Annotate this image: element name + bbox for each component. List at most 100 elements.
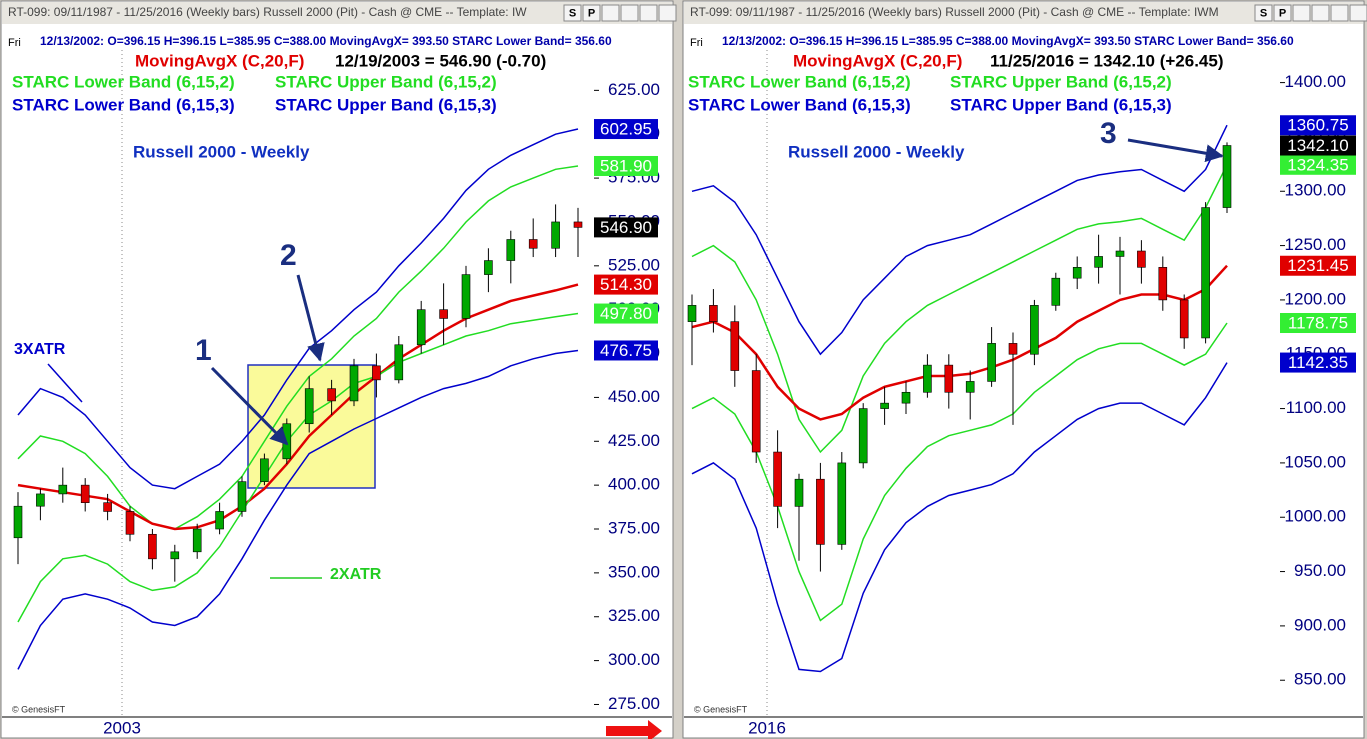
marker-label: 3	[1100, 117, 1117, 150]
y-tick-label: 625.00	[608, 80, 660, 99]
candle-body	[125, 511, 135, 535]
price-tag	[1280, 154, 1356, 175]
marker-label: 1	[195, 334, 212, 367]
y-tick-label: 525.00	[608, 255, 660, 274]
price-tag-label: 514.30	[600, 275, 652, 294]
y-tick-label: 400.00	[608, 475, 660, 494]
info-bar	[2, 25, 672, 49]
price-tag-label: 1142.35	[1288, 353, 1348, 372]
candle-body	[1115, 250, 1125, 257]
price-tag-label: 1231.45	[1287, 256, 1348, 275]
legend-entry: STARC Upper Band (6,15,3)	[950, 95, 1172, 114]
candle-body	[730, 321, 740, 371]
candle-body	[880, 402, 889, 409]
window-control[interactable]	[601, 4, 620, 22]
chart-annotation: Russell 2000 - Weekly	[133, 142, 310, 161]
candle-body	[551, 221, 560, 249]
price-tag	[1280, 352, 1356, 373]
pointer-arrow	[47, 363, 83, 403]
info-day: Fri	[8, 37, 21, 49]
legend-entry: STARC Lower Band (6,15,3)	[688, 95, 911, 114]
candle-body	[528, 239, 538, 249]
y-tick-label: 450.00	[608, 387, 660, 406]
marker-label: 2	[280, 239, 297, 272]
chart-window: RT-099: 09/11/1987 - 11/25/2016 (Weekly …	[0, 0, 677, 739]
window-button[interactable]	[1273, 4, 1292, 22]
y-tick-label: 375.00	[608, 518, 660, 537]
y-tick-label: 275.00	[608, 694, 660, 713]
candle-body	[1094, 256, 1103, 268]
legend-entry: MovingAvgX (C,20,F)	[793, 51, 962, 70]
window-button[interactable]	[1254, 4, 1273, 22]
title-bar	[684, 2, 1363, 24]
candle-body	[987, 343, 996, 382]
credit: © GenesisFT	[12, 704, 66, 714]
candle-body	[751, 370, 761, 453]
window-button[interactable]	[563, 4, 582, 22]
price-tag	[1280, 115, 1356, 136]
price-tag	[594, 119, 658, 140]
candle-body	[416, 309, 426, 346]
marker-label: 3XATR	[14, 341, 66, 358]
y-tick-label: 425.00	[608, 431, 660, 450]
y-tick-label: 850.00	[1294, 670, 1346, 689]
window-button-label: S	[569, 7, 576, 19]
window-button[interactable]	[582, 4, 601, 22]
window-control[interactable]	[1292, 4, 1311, 22]
candle-body	[1179, 299, 1189, 339]
band-line	[691, 264, 1228, 421]
candle-body	[103, 502, 112, 512]
window-button-label: P	[1279, 7, 1286, 19]
pointer-arrow	[296, 274, 325, 362]
info-line: 12/13/2002: O=396.15 H=396.15 L=385.95 C…	[722, 34, 1294, 48]
chart-annotation: Russell 2000 - Weekly	[788, 142, 965, 161]
candle-body	[439, 309, 448, 319]
legend-entry: STARC Upper Band (6,15,2)	[950, 72, 1172, 91]
price-tag-label: 581.90	[600, 156, 652, 175]
y-tick-label: 300.00	[608, 650, 660, 669]
price-tag-label: 1360.75	[1287, 116, 1348, 135]
band-line	[17, 128, 579, 490]
y-tick-label: 900.00	[1294, 615, 1346, 634]
candle-body	[1008, 343, 1018, 355]
legend-entry: STARC Upper Band (6,15,2)	[275, 72, 497, 91]
band-line	[17, 349, 579, 670]
candle-body	[858, 408, 868, 464]
price-tag-label: 476.75	[600, 341, 652, 360]
band-line	[17, 283, 579, 531]
candle-body	[1158, 267, 1168, 301]
close-tag-label: 1342.10	[1287, 136, 1348, 155]
window-control[interactable]	[1311, 4, 1330, 22]
window-control[interactable]	[1330, 4, 1349, 22]
band-line	[691, 164, 1228, 454]
y-tick-label: 1050.00	[1285, 452, 1346, 471]
window-control[interactable]	[620, 4, 639, 22]
candle-body	[794, 478, 804, 507]
window-control[interactable]	[1349, 4, 1367, 22]
marker-label: 2XATR	[330, 566, 382, 583]
candle-body	[58, 484, 68, 495]
legend-entry: STARC Upper Band (6,15,3)	[275, 95, 497, 114]
candle-body	[13, 505, 23, 539]
candle-body	[573, 221, 583, 228]
candle-body	[372, 365, 381, 381]
window-control[interactable]	[658, 4, 677, 22]
candle-body	[260, 458, 269, 482]
candle-body	[1030, 305, 1039, 355]
close-tag	[1280, 135, 1356, 156]
band-line	[691, 124, 1228, 356]
candle-body	[80, 484, 90, 503]
candle-body	[1051, 277, 1061, 306]
scroll-arrow[interactable]	[606, 720, 662, 739]
window-control[interactable]	[639, 4, 658, 22]
legend-entry: MovingAvgX (C,20,F)	[135, 51, 304, 70]
candle-body	[687, 305, 697, 322]
y-tick-label: 1300.00	[1285, 181, 1346, 200]
candle-body	[327, 388, 336, 402]
candle-body	[237, 481, 247, 512]
legend-entry: STARC Lower Band (6,15,2)	[688, 72, 911, 91]
price-tag-label: 602.95	[600, 120, 652, 139]
window-title: RT-099: 09/11/1987 - 11/25/2016 (Weekly …	[690, 5, 1219, 19]
y-tick-label: 1000.00	[1285, 507, 1346, 526]
